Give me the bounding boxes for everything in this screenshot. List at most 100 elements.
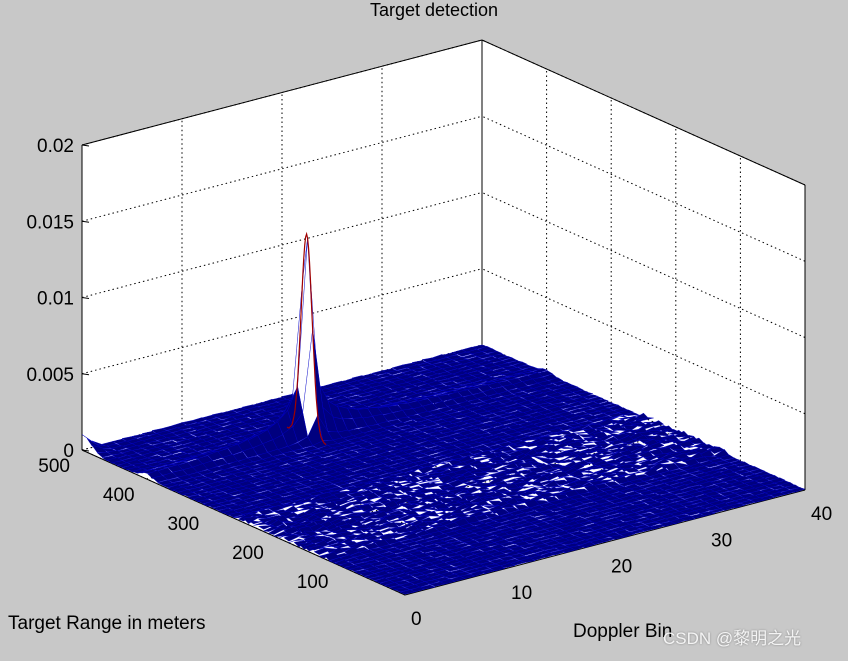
surface-patch xyxy=(688,470,706,476)
surface-patch xyxy=(413,509,430,512)
surface-patch xyxy=(653,430,670,437)
surface-patch xyxy=(216,422,233,427)
surface-patch xyxy=(699,481,716,488)
surface-patch xyxy=(353,554,370,561)
surface-patch xyxy=(452,385,468,389)
surface-patch xyxy=(603,464,620,471)
surface-patch xyxy=(558,479,575,487)
surface-patch xyxy=(388,490,404,495)
surface-patch xyxy=(348,559,366,565)
surface-patch xyxy=(633,481,651,487)
tick-labels: 00.0050.010.0150.02100200300400500010203… xyxy=(26,136,832,630)
z-tick-mark xyxy=(81,144,90,147)
surface-patch xyxy=(423,565,441,570)
chart-title: Target detection xyxy=(369,0,499,20)
surface-patch xyxy=(156,451,174,457)
surface-patch xyxy=(358,527,375,533)
surface-patch xyxy=(211,426,228,432)
surface-patch xyxy=(398,486,415,493)
surface-patch xyxy=(619,473,635,477)
surface-patch xyxy=(393,558,411,564)
surface-patch xyxy=(568,483,585,489)
surface-patch xyxy=(578,434,594,438)
surface-patch xyxy=(363,500,379,505)
surface-patch xyxy=(427,393,443,397)
surface-patch xyxy=(308,504,324,509)
surface-patch xyxy=(356,392,373,398)
surface-patch xyxy=(738,471,756,477)
surface-patch xyxy=(392,421,409,428)
surface-patch xyxy=(257,525,274,530)
surface-patch xyxy=(443,465,459,469)
surface-patch xyxy=(417,410,434,418)
surface-patch xyxy=(548,449,564,453)
surface-patch xyxy=(663,462,680,472)
surface-patch xyxy=(502,383,519,391)
surface-patch xyxy=(283,526,300,535)
surface-patch xyxy=(593,454,609,459)
surface-patch xyxy=(543,511,561,518)
surface-patch xyxy=(418,548,436,554)
surface-patch xyxy=(418,541,435,547)
surface-patch xyxy=(724,486,741,492)
surface-patch xyxy=(519,550,536,556)
surface-patch xyxy=(408,470,425,478)
surface-patch xyxy=(368,502,385,508)
surface-patch xyxy=(337,483,355,489)
doppler-tick-label: 40 xyxy=(811,504,832,525)
surface-patch xyxy=(298,497,315,503)
surface-patch xyxy=(518,462,535,469)
watermark: CSDN @黎明之光 xyxy=(663,629,802,648)
surface-patch xyxy=(543,480,560,488)
surface-patch xyxy=(319,545,335,550)
surface-patch xyxy=(444,567,461,572)
z-tick-mark xyxy=(81,297,90,299)
surface-patch xyxy=(422,443,439,449)
surface-patch xyxy=(468,482,485,488)
surface-patch xyxy=(364,530,380,533)
surface-patch xyxy=(584,471,600,477)
surface-patch xyxy=(418,533,435,540)
z-tick-label: 0.005 xyxy=(26,365,74,386)
surface-patch xyxy=(192,489,209,496)
surface-patch xyxy=(166,449,183,455)
surface-patch xyxy=(578,513,596,519)
surface-patch xyxy=(558,459,575,464)
doppler-tick-label: 10 xyxy=(511,583,532,604)
surface-patch xyxy=(191,445,208,452)
surface-patch xyxy=(613,415,629,418)
surface-patch xyxy=(654,458,670,465)
surface-patch xyxy=(678,435,695,440)
surface-patch xyxy=(483,468,500,473)
gridline xyxy=(81,449,406,596)
surface-patch xyxy=(553,457,569,464)
surface-patch xyxy=(429,553,446,559)
surface-patch xyxy=(312,497,329,504)
surface-patch xyxy=(592,398,609,404)
surface-patch xyxy=(624,526,641,532)
surface-patch xyxy=(522,442,540,448)
surface-patch xyxy=(543,526,561,532)
doppler-tick-label: 0 xyxy=(411,609,422,630)
surface-patch xyxy=(181,420,198,426)
surface-patch xyxy=(577,392,594,398)
surface-patch xyxy=(443,521,460,529)
surface-patch xyxy=(619,531,636,538)
range-tick-label: 500 xyxy=(38,456,70,477)
surface-patch xyxy=(603,431,619,434)
surface-patch xyxy=(307,477,324,483)
surface-patch xyxy=(719,483,736,489)
surface-patch xyxy=(734,490,751,496)
surface-patch xyxy=(587,423,605,430)
surface-patch xyxy=(288,538,305,543)
surface-patch xyxy=(684,445,700,448)
surface-patch xyxy=(648,480,665,486)
surface-patch xyxy=(493,509,510,517)
surface-patch xyxy=(242,447,259,459)
surface-patch xyxy=(283,533,300,542)
surface-patch xyxy=(543,458,560,465)
surface-patch xyxy=(253,521,269,526)
peak-ridge xyxy=(286,231,327,446)
surface-patch xyxy=(638,490,656,496)
surface-patch xyxy=(609,534,626,540)
